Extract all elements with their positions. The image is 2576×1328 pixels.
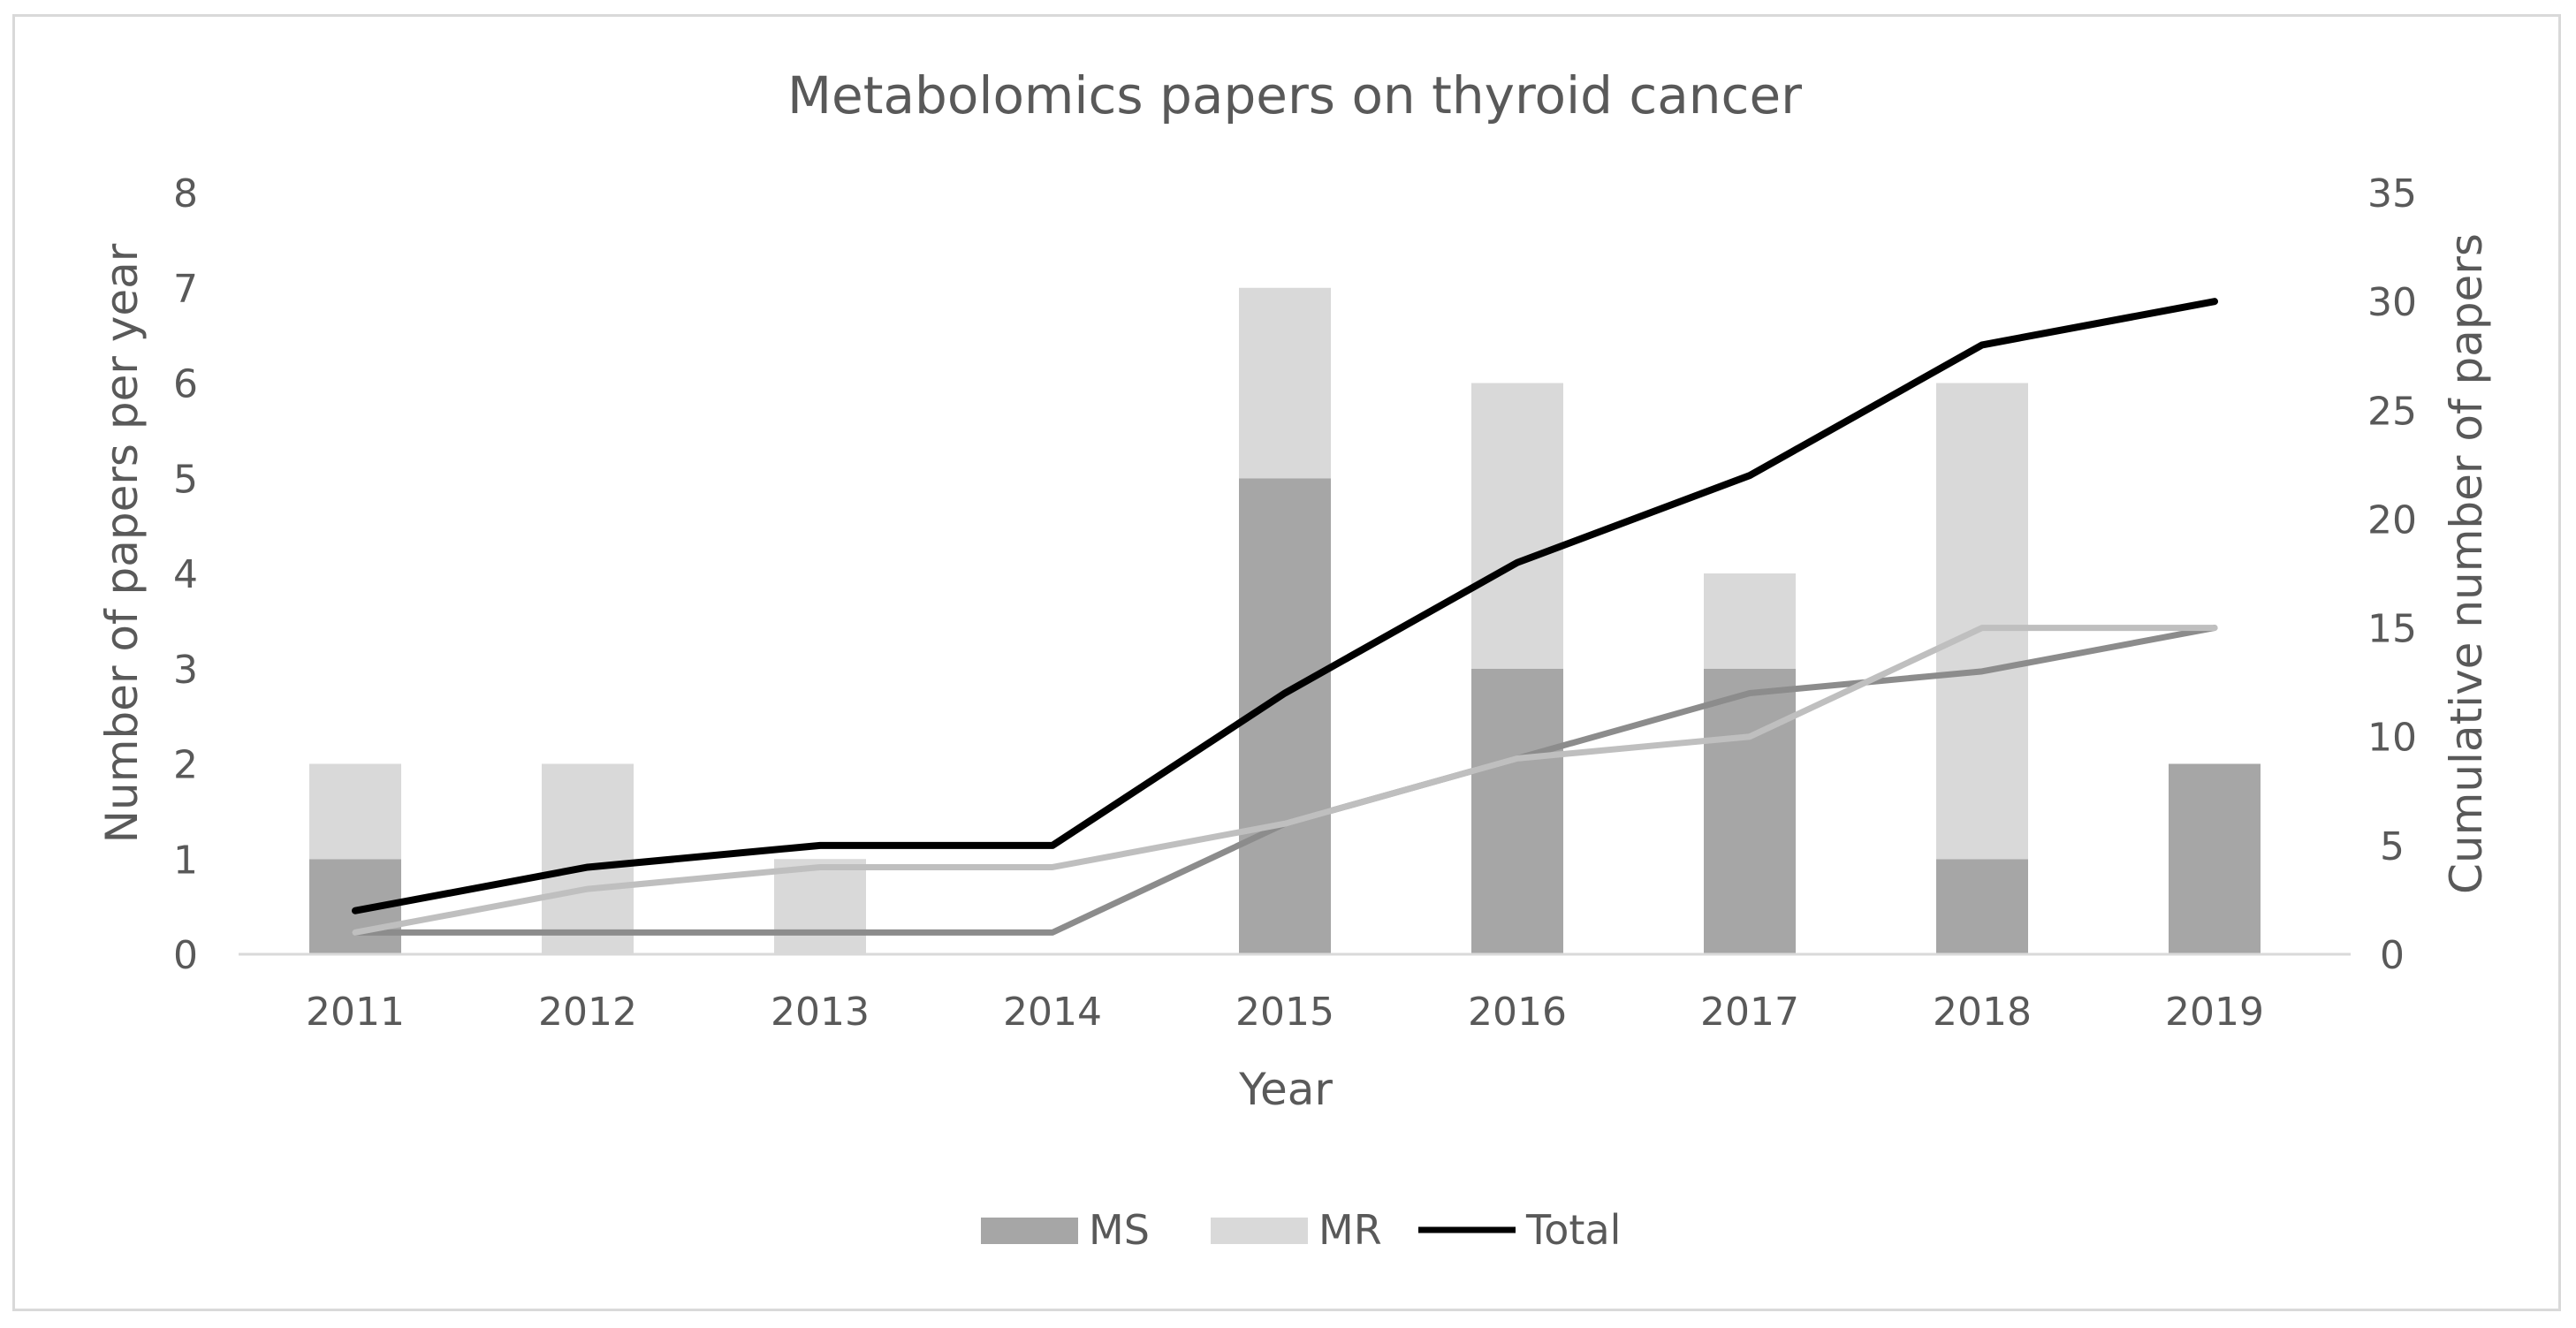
legend-ms-label: MS [1089, 1206, 1150, 1254]
y-tick-label: 6 [173, 362, 198, 407]
y-tick-label: 3 [173, 648, 198, 693]
legend-total-label: Total [1525, 1206, 1621, 1254]
line-layer [352, 298, 2218, 936]
bar-mr-2018 [1936, 383, 2028, 860]
legend-mr-label: MR [1318, 1206, 1382, 1254]
y-tick-label: 4 [173, 552, 198, 597]
x-tick-label: 2014 [1003, 990, 1102, 1035]
x-tick-label: 2017 [1700, 990, 1799, 1035]
bar-mr-2013 [774, 859, 866, 954]
y-tick-label: 1 [173, 838, 198, 883]
line-mr-cumulative [352, 625, 2218, 936]
bar-mr-2016 [1471, 383, 1563, 669]
x-tick-label: 2016 [1468, 990, 1567, 1035]
line-total [352, 298, 2218, 914]
legend-mr-swatch [1211, 1218, 1308, 1244]
y-tick-label: 7 [173, 267, 198, 312]
y2-tick-label: 25 [2367, 389, 2417, 434]
legend-ms-swatch [981, 1218, 1078, 1244]
y-tick-label: 8 [173, 171, 198, 216]
bar-ms-2016 [1471, 668, 1563, 954]
y-tick-label: 0 [173, 933, 198, 978]
y2-tick-label: 10 [2367, 716, 2417, 761]
bar-mr-2011 [309, 763, 401, 860]
x-tick-label: 2013 [771, 990, 870, 1035]
y2-axis-ticks: 0 5 10 15 20 25 30 35 [2367, 171, 2417, 978]
y2-tick-label: 0 [2380, 933, 2405, 978]
x-tick-label: 2019 [2165, 990, 2264, 1035]
x-tick-label: 2018 [1933, 990, 2032, 1035]
y2-tick-label: 30 [2367, 280, 2417, 325]
y-axis-label: Number of papers per year [96, 243, 148, 843]
x-axis-label: Year [1238, 1064, 1333, 1115]
x-tick-label: 2012 [538, 990, 637, 1035]
y-tick-label: 5 [173, 457, 198, 502]
y-tick-label: 2 [173, 743, 198, 788]
bar-ms-2018 [1936, 859, 2028, 954]
x-tick-label: 2015 [1235, 990, 1334, 1035]
bar-layer [309, 287, 2261, 954]
y2-tick-label: 5 [2380, 824, 2405, 869]
chart-title: Metabolomics papers on thyroid cancer [787, 65, 1802, 125]
legend: MS MR Total [981, 1206, 1621, 1254]
y2-tick-label: 35 [2367, 171, 2417, 216]
y2-tick-label: 15 [2367, 607, 2417, 652]
y2-tick-label: 20 [2367, 497, 2417, 543]
x-tick-label: 2011 [306, 990, 405, 1035]
bar-mr-2012 [542, 763, 634, 954]
y2-axis-label: Cumulative number of papers [2441, 233, 2492, 894]
bar-mr-2015 [1239, 287, 1331, 479]
bar-ms-2017 [1704, 668, 1796, 954]
bar-ms-2019 [2169, 763, 2261, 954]
x-axis-ticks: 2011 2012 2013 2014 2015 2016 2017 2018 2019 [306, 990, 2264, 1035]
y-axis-ticks: 0 1 2 3 4 5 6 7 8 [173, 171, 198, 978]
bar-mr-2017 [1704, 573, 1796, 669]
